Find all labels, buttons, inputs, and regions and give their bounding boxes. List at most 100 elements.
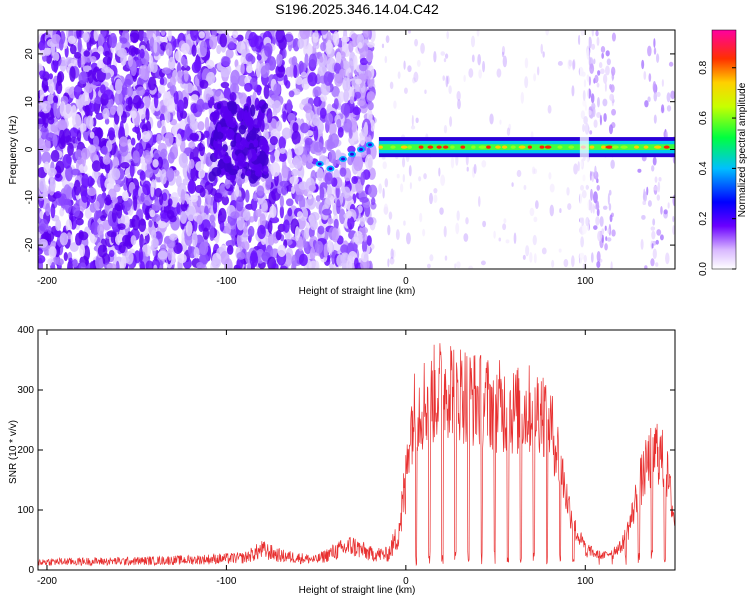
heatmap-cell [365, 49, 374, 63]
heatmap-cell [129, 162, 135, 178]
heatmap-cell [596, 36, 600, 47]
heatmap-cell [234, 157, 243, 166]
heatmap-cell [240, 62, 245, 75]
heatmap-cell [641, 214, 646, 220]
heatmap-cell [541, 247, 547, 255]
heatmap-cell [340, 244, 349, 254]
spectrogram-y-label: Frequency (Hz) [8, 116, 19, 185]
heatmap-gap [579, 30, 589, 269]
heatmap-cell [275, 229, 282, 241]
heatmap-cell [167, 30, 172, 42]
signal-band-peak [478, 145, 487, 149]
heatmap-cell [124, 122, 129, 138]
heatmap-cell [74, 51, 82, 59]
heatmap-cell [502, 223, 507, 231]
heatmap-cell [368, 184, 378, 198]
heatmap-cell [357, 205, 363, 214]
heatmap-cell [190, 30, 199, 42]
heatmap-cell [145, 212, 151, 221]
heatmap-cell [603, 73, 608, 84]
heatmap-cell [189, 194, 199, 203]
heatmap-cell [448, 85, 452, 95]
heatmap-cell [160, 148, 168, 158]
heatmap-cell [522, 254, 526, 260]
heatmap-cell [589, 170, 592, 181]
heatmap-cell [593, 119, 598, 128]
heatmap-cell [38, 231, 41, 241]
heatmap-cell [456, 210, 460, 221]
heatmap-cell [353, 230, 364, 245]
signal-band-peak [418, 145, 424, 149]
heatmap-cell [281, 127, 292, 139]
signal-band-peak [620, 145, 628, 149]
heatmap-cell [354, 78, 362, 85]
heatmap-cell [407, 65, 412, 73]
heatmap-cell [225, 222, 232, 235]
snr-y-tick-label: 100 [17, 505, 34, 516]
heatmap-cell [665, 252, 670, 265]
heatmap-cell [43, 47, 51, 56]
heatmap-cell [524, 76, 529, 89]
heatmap-cell [104, 117, 110, 125]
snr-y-label: SNR (10 * v/v) [8, 420, 19, 484]
heatmap-cell [261, 137, 268, 147]
heatmap-cell [267, 220, 273, 234]
heatmap-cell [159, 77, 165, 86]
heatmap-cell [291, 130, 301, 145]
heatmap-cell [236, 257, 244, 269]
heatmap-cell [478, 196, 481, 207]
heatmap-cell [127, 55, 133, 67]
heatmap-cell [609, 84, 612, 90]
heatmap-cell [387, 258, 390, 268]
heatmap-cell [590, 93, 595, 104]
colorbar: 0.0 0.2 0.4 0.6 0.8 Normalized spectral ampl… [698, 29, 748, 276]
heatmap-cell [513, 232, 517, 245]
heatmap-cell [558, 248, 562, 253]
heatmap-cell [151, 202, 161, 211]
heatmap-cell [121, 190, 129, 202]
snr-y-tick-label: 200 [17, 445, 34, 456]
heatmap-cell [573, 163, 578, 175]
heatmap-cell [145, 260, 154, 269]
heatmap-cell [81, 152, 87, 167]
heatmap-cell [589, 130, 593, 135]
heatmap-cell [339, 167, 347, 177]
heatmap-cell [588, 76, 592, 86]
heatmap-cell [166, 98, 176, 113]
heatmap-cell [225, 48, 234, 59]
heatmap-cell [335, 150, 341, 159]
heatmap-cell [169, 76, 176, 88]
heatmap-cell [331, 227, 339, 243]
heatmap-cell [471, 54, 475, 63]
heatmap-cell [361, 251, 369, 263]
heatmap-cell [598, 62, 603, 69]
heatmap-cell [611, 32, 616, 42]
heatmap-cell [57, 119, 68, 131]
heatmap-cell [48, 116, 55, 125]
heatmap-cell [326, 57, 337, 73]
heatmap-cell [393, 100, 397, 109]
heatmap-cell [493, 230, 496, 239]
heatmap-cell [520, 91, 525, 104]
heatmap-cell [153, 40, 158, 54]
heatmap-cell [130, 110, 137, 119]
heatmap-cell [385, 35, 390, 44]
heatmap-cell [256, 84, 262, 96]
heatmap-cell [198, 253, 209, 265]
heatmap-cell [195, 161, 205, 172]
heatmap-cell [265, 179, 272, 191]
heatmap-cell [55, 218, 62, 232]
heatmap-cell [341, 36, 348, 52]
heatmap-cell [139, 261, 146, 269]
heatmap-cell [320, 30, 328, 35]
heatmap-cell [69, 242, 79, 252]
heatmap-cell [563, 258, 569, 268]
heatmap-cell [643, 70, 647, 80]
heatmap-cell [596, 250, 601, 263]
heatmap-cell [260, 105, 266, 114]
heatmap-cell [499, 119, 502, 125]
heatmap-cell [371, 197, 376, 206]
heatmap-cell [304, 53, 309, 68]
heatmap-cell [216, 131, 224, 140]
spectrogram-x-tick-label: 0 [403, 276, 409, 287]
